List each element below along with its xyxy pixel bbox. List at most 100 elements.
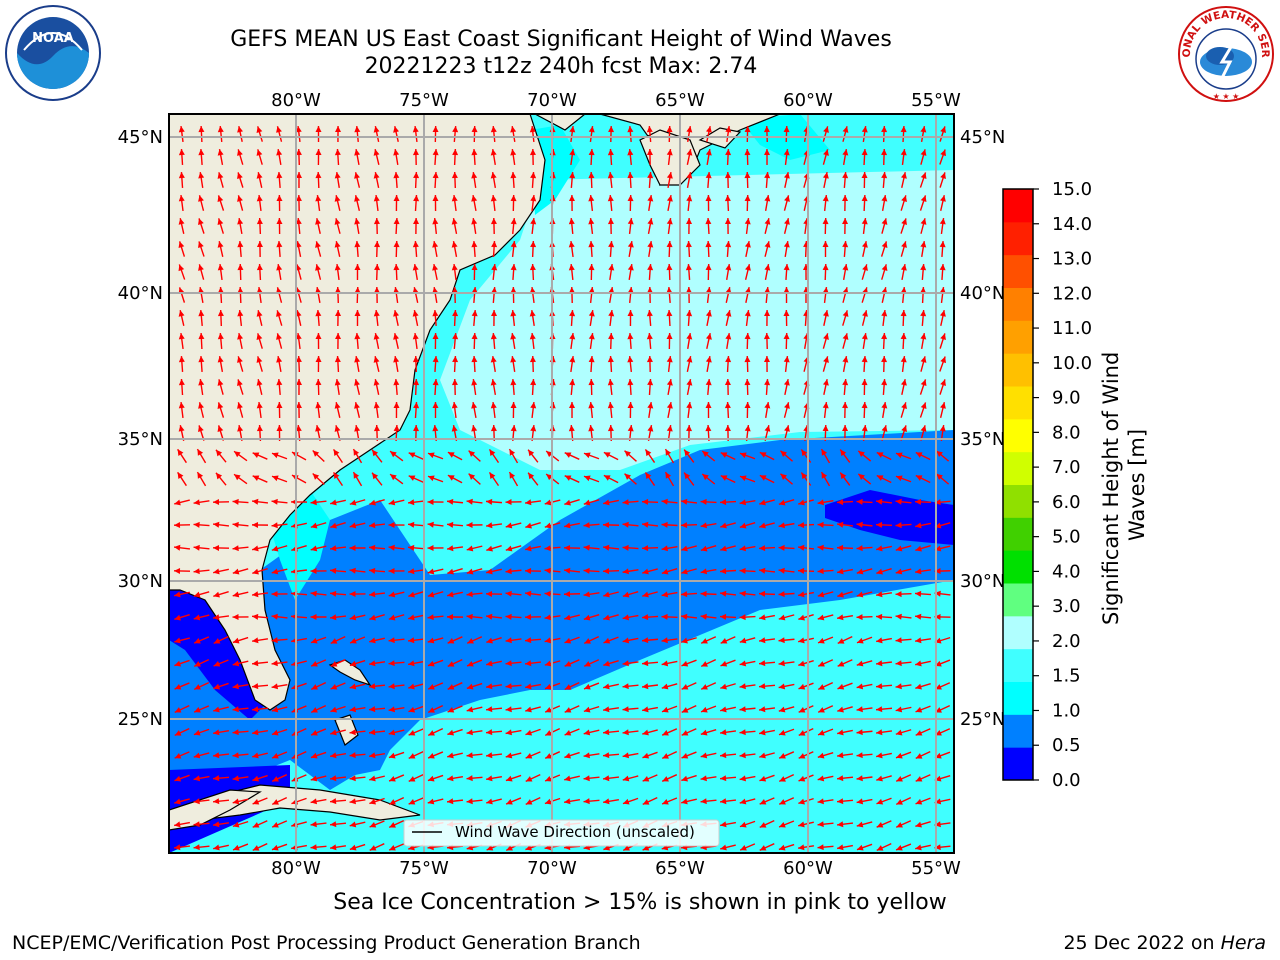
wave-direction-arrow [779,450,794,462]
wave-direction-arrow [798,591,814,598]
wave-direction-arrow [178,125,185,143]
longitude-label: 65°W [655,90,705,111]
wave-direction-arrow [681,545,697,552]
wave-direction-arrow [486,660,502,667]
wave-direction-arrow [354,309,361,327]
wave-direction-arrow [490,355,497,373]
colorbar-tick-label: 6.0 [1052,492,1081,513]
wave-direction-arrow [683,449,695,463]
wave-direction-arrow [602,568,620,575]
wave-direction-arrow [334,402,341,418]
longitude-label: 80°W [271,90,321,111]
wave-direction-arrow [232,798,249,805]
wave-direction-arrow [252,568,268,575]
wave-direction-arrow [427,614,444,621]
wave-direction-arrow [505,637,522,644]
wave-direction-arrow [408,452,424,460]
wave-direction-arrow [505,545,522,552]
wave-direction-arrow [446,613,464,620]
wave-direction-arrow [527,472,539,486]
wave-direction-arrow [330,729,346,736]
wave-direction-arrow [895,452,912,460]
wave-direction-arrow [666,355,673,373]
wave-direction-arrow [939,310,946,326]
wave-direction-arrow [310,590,327,597]
wave-direction-arrow [797,544,815,551]
wave-direction-arrow [817,568,834,575]
wave-direction-arrow [820,471,831,487]
wave-direction-arrow [413,194,420,212]
wave-direction-arrow [174,682,190,690]
wave-direction-arrow [232,498,249,505]
wave-direction-arrow [939,379,946,395]
wave-direction-arrow [563,798,581,805]
wave-direction-arrow [622,797,639,805]
wave-direction-arrow [310,705,327,713]
wave-direction-arrow [646,286,653,304]
wave-direction-arrow [686,217,693,235]
wave-direction-arrow [661,683,678,690]
wave-direction-arrow [271,637,288,644]
wave-direction-arrow [724,378,731,396]
wave-direction-arrow [349,659,366,667]
wave-direction-arrow [644,449,656,463]
wave-direction-arrow [427,475,444,483]
wave-direction-arrow [525,706,541,713]
wave-direction-arrow [447,728,463,736]
wave-direction-arrow [486,568,502,575]
wave-direction-arrow [583,567,600,574]
wave-direction-arrow [408,591,424,598]
wave-direction-arrow [354,125,361,143]
wave-direction-arrow [471,378,478,396]
wave-direction-arrow [569,309,576,327]
wave-direction-arrow [720,683,736,690]
wave-direction-arrow [856,821,873,828]
wave-direction-arrow [661,797,678,805]
wave-direction-arrow [237,172,244,188]
wave-direction-arrow [706,333,712,349]
wave-direction-arrow [739,475,756,483]
wave-direction-arrow [276,126,283,142]
wave-direction-arrow [798,821,814,828]
wave-direction-arrow [368,683,386,690]
wave-direction-arrow [686,401,693,419]
wave-direction-arrow [446,798,464,805]
wave-direction-arrow [602,798,620,805]
wave-direction-arrow [177,448,187,464]
wave-direction-arrow [739,752,756,759]
wave-direction-arrow [627,401,634,419]
wave-direction-arrow [252,797,268,805]
wave-direction-arrow [725,148,732,166]
longitude-label: 70°W [527,858,577,879]
wave-direction-arrow [198,309,205,327]
wave-direction-arrow [627,286,634,304]
wave-direction-arrow [700,682,717,690]
wave-direction-arrow [934,568,951,575]
wave-direction-arrow [778,820,795,828]
wave-direction-arrow [686,332,693,350]
wave-direction-arrow [583,682,600,690]
colorbar-segment [1003,615,1033,650]
wave-direction-arrow [895,637,912,644]
wave-direction-arrow [817,681,834,691]
wave-direction-arrow [212,521,230,528]
wave-direction-arrow [193,568,210,575]
svg-text:NOAA: NOAA [32,31,74,46]
wave-direction-arrow [529,125,536,143]
wave-direction-arrow [296,378,303,396]
wave-direction-arrow [588,401,595,419]
wave-direction-arrow [861,378,868,396]
wave-direction-arrow [842,356,849,372]
wave-direction-arrow [798,660,814,667]
wave-direction-arrow [349,591,366,598]
wave-direction-arrow [861,217,868,235]
wave-direction-arrow [471,309,478,327]
wave-direction-arrow [895,613,912,620]
wave-direction-arrows [173,125,951,852]
wave-direction-arrow [608,286,615,304]
wave-direction-arrow [412,148,419,166]
wave-direction-arrow [178,355,185,373]
wave-direction-arrow [388,614,405,621]
wave-direction-arrow [837,590,853,598]
wave-direction-arrow [817,614,834,621]
